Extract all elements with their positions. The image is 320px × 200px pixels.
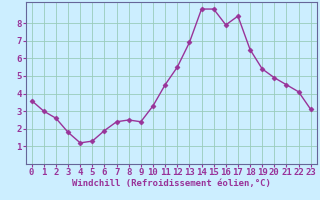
X-axis label: Windchill (Refroidissement éolien,°C): Windchill (Refroidissement éolien,°C) [72,179,271,188]
